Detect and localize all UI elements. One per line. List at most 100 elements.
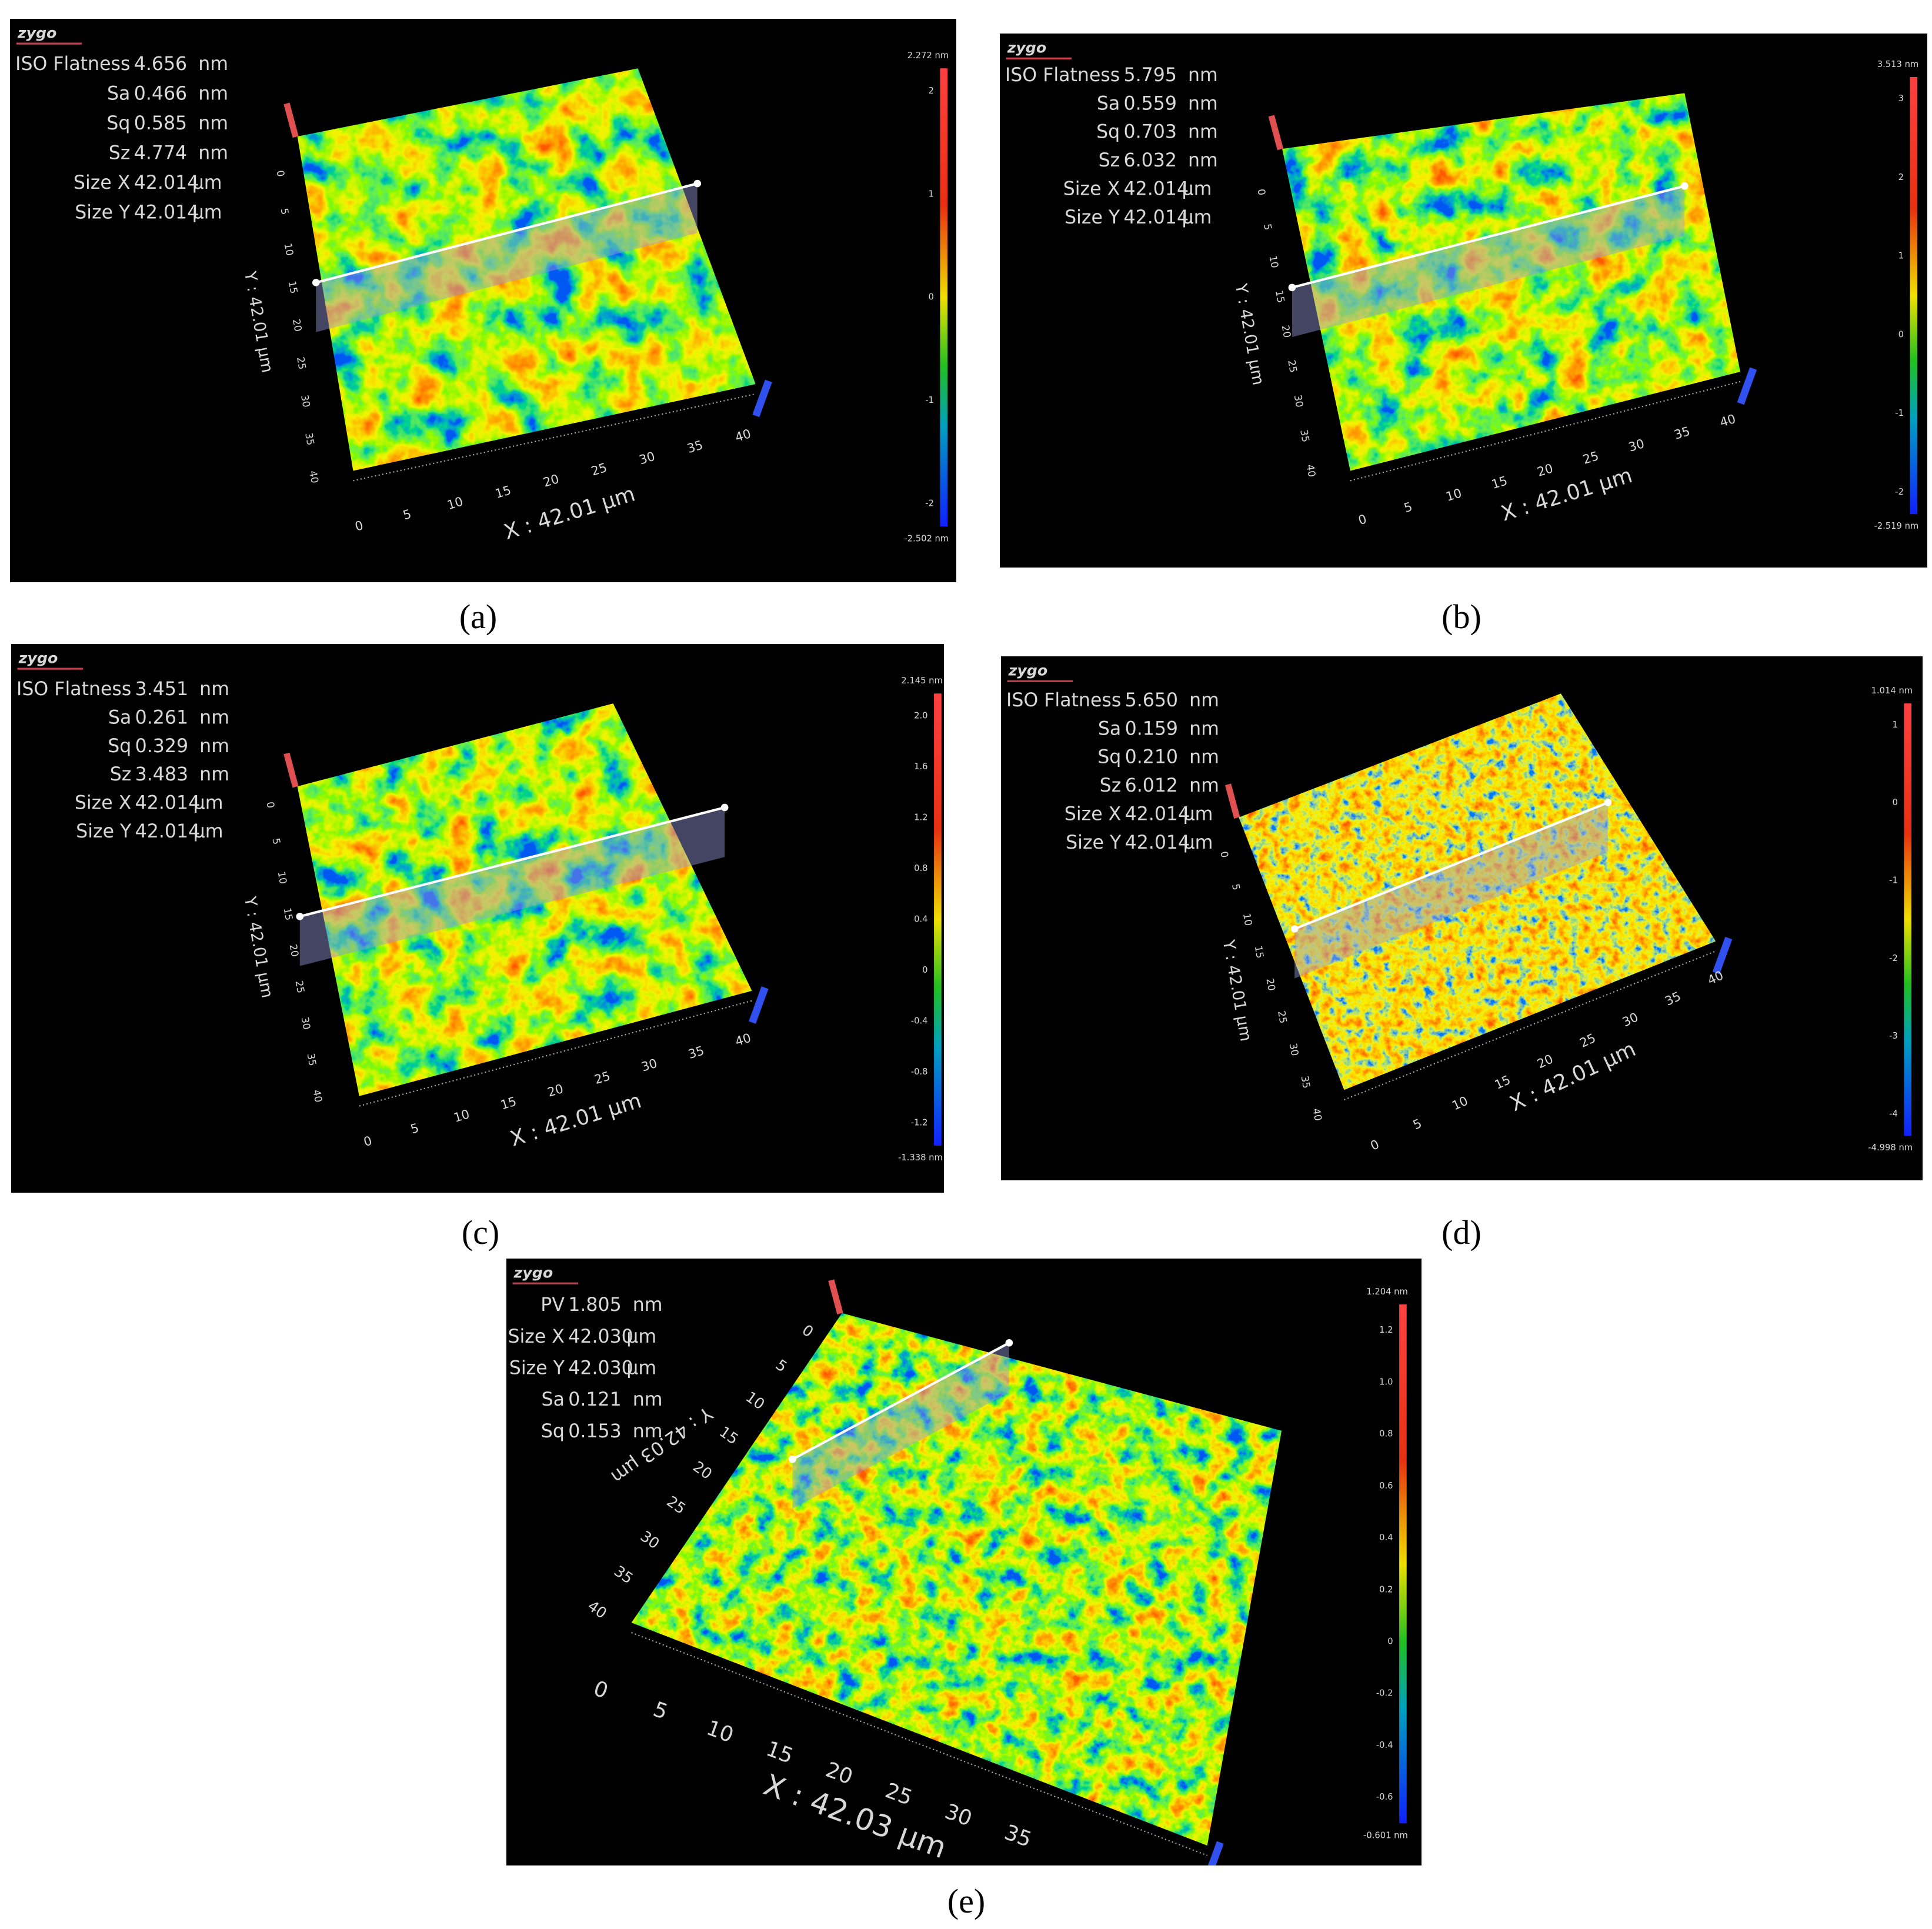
x-tick-label: 10 xyxy=(703,1716,737,1748)
x-axis-label: X : 42.01 µm xyxy=(1499,463,1636,526)
stat-name: Size Y xyxy=(1065,207,1120,228)
panel-caption: (a) xyxy=(459,598,498,636)
x-axis-label: X : 42.01 µm xyxy=(1506,1037,1640,1116)
colorbar-max: 3.513 nm xyxy=(1877,59,1918,69)
profile-end xyxy=(1288,283,1296,292)
x-tick-label: 0 xyxy=(1368,1136,1382,1153)
colorbar-tick-label: -2 xyxy=(925,498,934,508)
panel-caption: (d) xyxy=(1442,1213,1481,1251)
y-tick-label: 40 xyxy=(311,1089,325,1103)
profile-plane xyxy=(1294,802,1609,979)
panel-caption: (c) xyxy=(461,1213,500,1251)
y-tick-label: 25 xyxy=(295,356,308,371)
x-tick-label: 15 xyxy=(499,1094,518,1113)
stat-unit: nm xyxy=(633,1294,663,1316)
x-tick-label: 30 xyxy=(638,449,657,468)
stat-value: 0.159 xyxy=(1125,718,1178,739)
x-tick-label: 15 xyxy=(493,482,513,501)
y-tick-label: 35 xyxy=(1298,429,1312,443)
stat-value: 1.805 xyxy=(568,1294,621,1316)
colorbar-tick-label: -3 xyxy=(1889,1031,1898,1041)
y-tick-label: 10 xyxy=(282,242,296,257)
profile-end xyxy=(1005,1339,1013,1347)
stat-unit: nm xyxy=(198,142,228,163)
corner-post xyxy=(1737,367,1757,405)
corner-post xyxy=(749,986,769,1024)
colorbar-tick-label: 1 xyxy=(1898,251,1904,261)
stat-value: 0.121 xyxy=(568,1389,621,1410)
profile-end xyxy=(1290,925,1299,933)
profile-plane xyxy=(792,1343,1009,1509)
stat-name: Sq xyxy=(1097,747,1121,768)
x-tick-label: 10 xyxy=(445,494,465,513)
y-tick-label: 0 xyxy=(1218,850,1231,859)
colorbar xyxy=(1399,1304,1407,1824)
y-tick-label: 0 xyxy=(1255,188,1268,196)
colorbar-tick-label: 0.8 xyxy=(914,863,927,873)
y-tick-label: 30 xyxy=(299,1016,313,1031)
colorbar-tick-label: -2 xyxy=(1895,487,1904,497)
y-tick-label: 15 xyxy=(282,907,295,922)
stat-name: Size X xyxy=(1065,804,1122,825)
colorbar-tick-label: 1.6 xyxy=(914,762,927,772)
stat-name: Size Y xyxy=(75,202,131,223)
stat-name: ISO Flatness xyxy=(16,679,131,700)
stat-value: 0.261 xyxy=(135,707,188,728)
corner-post xyxy=(1204,1841,1224,1865)
colorbar-tick-label: -1 xyxy=(1889,875,1898,885)
stat-unit: nm xyxy=(1188,65,1218,86)
colorbar-tick-label: 0.8 xyxy=(1379,1429,1393,1439)
stat-unit: nm xyxy=(198,83,228,104)
stat-unit: µm xyxy=(192,202,222,223)
colorbar-min: -0.601 nm xyxy=(1363,1830,1408,1840)
x-tick-label: 35 xyxy=(1672,423,1691,442)
x-tick-label: 10 xyxy=(452,1106,471,1125)
colorbar-tick-label: 1.2 xyxy=(1379,1325,1393,1335)
colorbar-min: -2.519 nm xyxy=(1874,521,1918,531)
colorbar-tick-label: 2 xyxy=(1898,172,1904,182)
stat-unit: µm xyxy=(1182,207,1212,228)
profile-line xyxy=(299,806,725,918)
y-tick-label: 10 xyxy=(1241,912,1254,927)
profile-line xyxy=(315,182,698,284)
profile-end xyxy=(693,179,702,188)
viewer: zygo ISO Flatness 5.650 nm Sa 0.159 nm Sq 0.210 n… xyxy=(1006,662,1913,1153)
stat-value: 42.014 xyxy=(1125,804,1190,825)
colorbar-min: -1.338 nm xyxy=(898,1153,943,1163)
stat-unit: µm xyxy=(626,1326,656,1347)
logo: zygo xyxy=(513,1264,553,1281)
profile-plane xyxy=(316,183,698,332)
panel-caption: (b) xyxy=(1442,598,1481,636)
corner-post xyxy=(1268,115,1284,151)
x-tick-label: 20 xyxy=(1535,1051,1556,1071)
colorbar-max: 1.204 nm xyxy=(1366,1287,1407,1297)
colorbar-tick-label: 0.4 xyxy=(914,915,927,925)
x-tick-label: 20 xyxy=(546,1081,565,1100)
colorbar-tick-label: 1 xyxy=(1893,720,1898,730)
corner-post xyxy=(828,1279,843,1314)
y-tick-label: 30 xyxy=(638,1527,663,1552)
stat-name: Sz xyxy=(110,764,132,785)
colorbar-tick-label: -0.6 xyxy=(1376,1792,1393,1802)
stat-unit: nm xyxy=(1189,718,1219,739)
stat-value: 0.153 xyxy=(568,1421,621,1442)
colorbar-tick-label: 0.6 xyxy=(1379,1481,1393,1491)
colorbar-tick-label: -0.8 xyxy=(911,1067,928,1077)
y-tick-label: 20 xyxy=(291,318,304,333)
y-tick-label: 40 xyxy=(1310,1107,1324,1122)
logo: zygo xyxy=(18,649,58,666)
stat-value: 0.703 xyxy=(1124,122,1177,143)
stat-unit: nm xyxy=(198,54,228,75)
colorbar-tick-label: -0.4 xyxy=(1376,1740,1393,1750)
stat-unit: nm xyxy=(198,113,228,134)
stat-value: 42.014 xyxy=(1124,179,1189,200)
corner-post xyxy=(1224,783,1240,819)
stat-name: Sa xyxy=(542,1389,565,1410)
x-tick-label: 0 xyxy=(362,1133,373,1149)
colorbar-tick-label: 2.0 xyxy=(914,711,927,721)
profile-end xyxy=(1604,799,1612,806)
y-tick-label: 5 xyxy=(773,1356,790,1376)
y-tick-label: 25 xyxy=(663,1493,689,1517)
stat-unit: µm xyxy=(1183,832,1213,853)
y-tick-label: 40 xyxy=(307,470,321,485)
